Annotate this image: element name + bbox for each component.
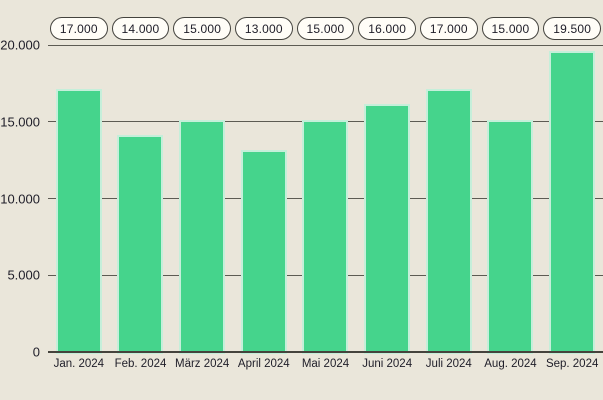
x-axis-label: Jan. 2024 [53, 358, 105, 370]
value-badge: 15.000 [173, 17, 232, 40]
value-badge: 15.000 [296, 17, 355, 40]
y-axis-tick-label: 5.000 [7, 267, 40, 283]
value-badges-row: 17.000 14.000 15.000 13.000 15.000 16.000 17.0… [48, 17, 603, 40]
bar [242, 152, 285, 352]
value-badge: 14.000 [111, 17, 170, 40]
x-axis-label: Aug. 2024 [484, 358, 537, 370]
bar [304, 121, 347, 352]
gridline [48, 44, 603, 46]
bar [57, 91, 100, 352]
y-axis-tick-label: 20.000 [0, 37, 40, 53]
bar [551, 52, 594, 352]
y-axis-tick-label: 15.000 [0, 114, 40, 130]
value-badge: 15.000 [481, 17, 540, 40]
value-badge: 19.500 [543, 17, 602, 40]
bar [427, 91, 470, 352]
x-axis-label: Juli 2024 [425, 358, 472, 370]
x-axis-label: Sep. 2024 [545, 358, 599, 370]
x-axis-label: April 2024 [237, 358, 290, 370]
x-axis-label: Feb. 2024 [114, 358, 167, 370]
bar [181, 121, 224, 352]
bar [366, 106, 409, 352]
x-axis: Jan. 2024 Feb. 2024 März 2024 April 2024 Mai… [48, 358, 603, 370]
bars [48, 45, 603, 352]
bar [119, 137, 162, 352]
bar [489, 121, 532, 352]
y-axis-tick-label: 10.000 [0, 191, 40, 206]
value-badge: 17.000 [49, 17, 108, 40]
x-axis-baseline [48, 351, 603, 353]
value-badge: 17.000 [419, 17, 478, 40]
x-axis-label: Juni 2024 [362, 358, 413, 370]
y-axis-tick-label: 0 [32, 344, 40, 360]
plot-area [48, 44, 603, 353]
y-axis: 0 5.000 10.000 15.000 20.000 [0, 38, 44, 360]
x-axis-label: Mai 2024 [301, 358, 350, 370]
x-axis-label: März 2024 [174, 358, 230, 370]
value-badge: 16.000 [358, 17, 417, 40]
value-badge: 13.000 [234, 17, 293, 40]
